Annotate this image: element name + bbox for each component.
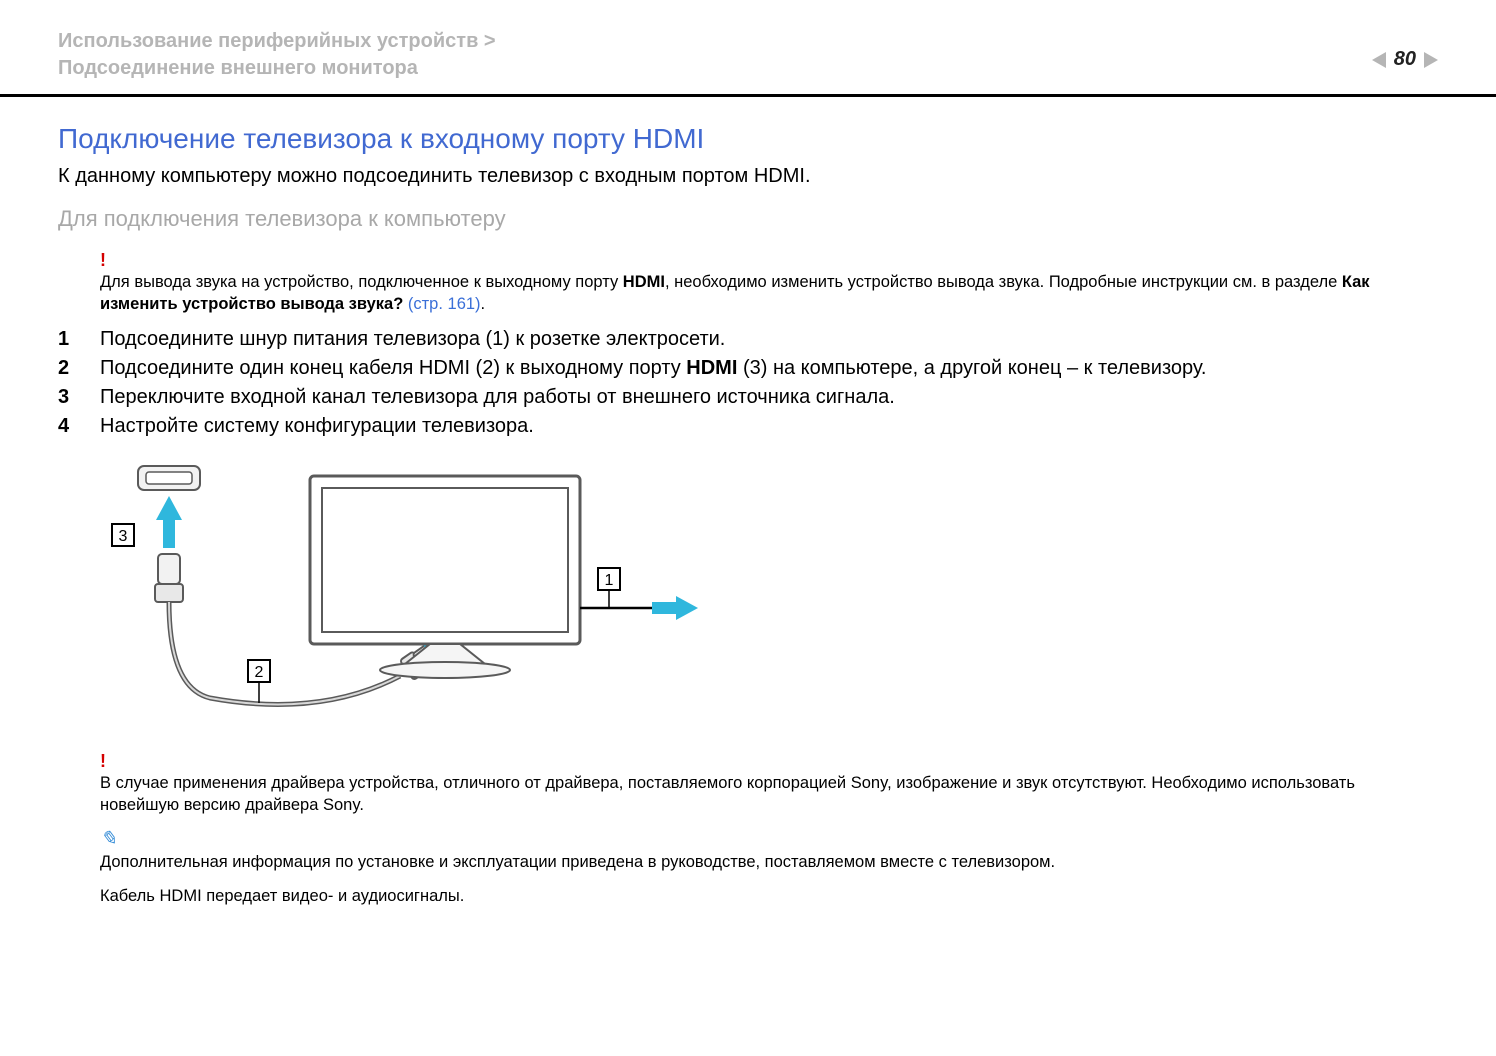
label-1: 1	[598, 568, 620, 608]
step-4: 4 Настройте систему конфигурации телевиз…	[58, 413, 1438, 440]
prev-page-icon[interactable]	[1372, 52, 1386, 68]
step-text: Подсоедините один конец кабеля HDMI (2) …	[100, 355, 1438, 382]
arrow-right-icon	[652, 596, 698, 620]
breadcrumb-line-1: Использование периферийных устройств >	[58, 30, 496, 52]
step-text: Настройте систему конфигурации телевизор…	[100, 413, 1438, 440]
warning-2-text: В случае применения драйвера устройства,…	[100, 772, 1438, 817]
page-nav: 80	[1372, 48, 1438, 71]
svg-text:2: 2	[255, 664, 264, 681]
page-content: Подключение телевизора к входному порту …	[0, 97, 1496, 926]
svg-text:3: 3	[119, 528, 128, 545]
page-header: Использование периферийных устройств > П…	[0, 0, 1496, 97]
hdmi-port-icon	[138, 466, 200, 490]
step-number: 4	[58, 413, 100, 440]
warning-icon: !	[100, 751, 1438, 772]
note-text: Дополнительная информация по установке и…	[100, 851, 1438, 873]
next-page-icon[interactable]	[1424, 52, 1438, 68]
warning-1: ! Для вывода звука на устройство, подклю…	[100, 250, 1438, 316]
step-text: Подсоедините шнур питания телевизора (1)…	[100, 326, 1438, 353]
breadcrumb-line-2: Подсоединение внешнего монитора	[58, 57, 418, 79]
warning-2: ! В случае применения драйвера устройств…	[100, 751, 1438, 817]
warning-1-text: Для вывода звука на устройство, подключе…	[100, 271, 1438, 316]
step-number: 3	[58, 384, 100, 411]
arrow-up-icon	[156, 496, 182, 548]
step-3: 3 Переключите входной канал телевизора д…	[58, 384, 1438, 411]
label-3: 3	[112, 524, 134, 546]
intro-text: К данному компьютеру можно подсоединить …	[58, 165, 1438, 188]
pencil-icon: ✎	[100, 826, 1438, 851]
step-text: Переключите входной канал телевизора для…	[100, 384, 1438, 411]
svg-text:1: 1	[605, 572, 614, 589]
page-ref-link[interactable]: (стр. 161)	[408, 295, 481, 313]
page-number: 80	[1394, 48, 1416, 71]
step-number: 1	[58, 326, 100, 353]
warning-icon: !	[100, 250, 1438, 271]
step-2: 2 Подсоедините один конец кабеля HDMI (2…	[58, 355, 1438, 382]
note-block: ✎ Дополнительная информация по установке…	[100, 826, 1438, 873]
label-2: 2	[248, 660, 270, 703]
connection-diagram: 3 2	[100, 458, 700, 738]
note-2-text: Кабель HDMI передает видео- и аудиосигна…	[100, 887, 1438, 906]
steps-list: 1 Подсоедините шнур питания телевизора (…	[58, 326, 1438, 440]
subtitle: Для подключения телевизора к компьютеру	[58, 206, 1438, 232]
breadcrumb: Использование периферийных устройств > П…	[58, 28, 1438, 82]
tv-monitor-icon	[310, 476, 580, 678]
hdmi-connector-icon	[155, 554, 183, 602]
page-title: Подключение телевизора к входному порту …	[58, 123, 1438, 155]
step-1: 1 Подсоедините шнур питания телевизора (…	[58, 326, 1438, 353]
step-number: 2	[58, 355, 100, 382]
